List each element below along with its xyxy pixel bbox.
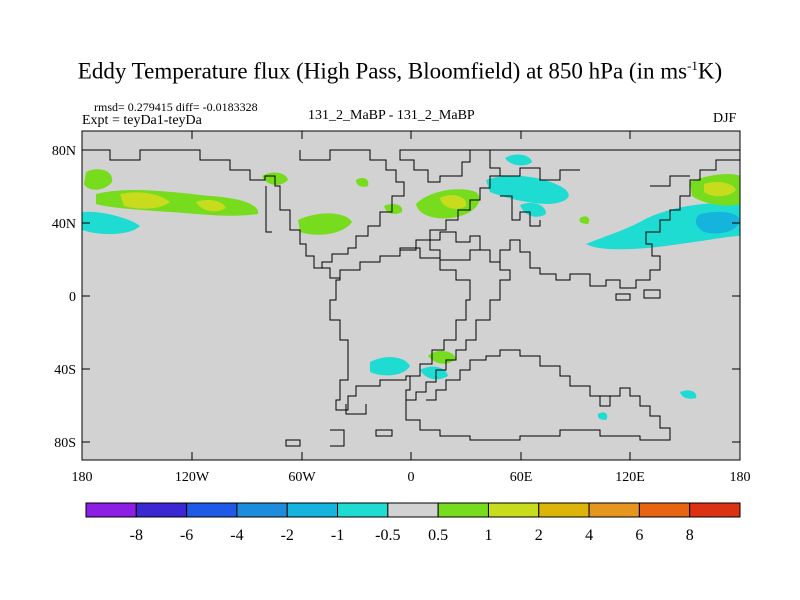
- x-label: 180: [72, 470, 93, 485]
- x-label: 120W: [175, 470, 210, 485]
- colorbar-label: -6: [180, 527, 193, 544]
- colorbar-label: -4: [230, 527, 243, 544]
- colorbar-swatch: [589, 503, 639, 517]
- colorbar-label: 8: [686, 527, 694, 544]
- y-label: 40N: [52, 217, 76, 232]
- colorbar-swatch: [539, 503, 589, 517]
- x-axis-labels: 180 120W 60W 0 60E 120E 180: [72, 470, 751, 485]
- y-label: 0: [69, 290, 76, 305]
- colorbar-swatch: [237, 503, 287, 517]
- x-label: 60W: [288, 470, 316, 485]
- colorbar-swatch: [86, 503, 136, 517]
- colorbar-label: -2: [281, 527, 294, 544]
- colorbar-swatch: [388, 503, 438, 517]
- colorbar-swatch: [338, 503, 388, 517]
- colorbar-swatch: [639, 503, 689, 517]
- x-label: 120E: [615, 470, 645, 485]
- map-figure: 80N 40N 0 40S 80S 180 120W 60W 0 60E 120…: [0, 0, 800, 600]
- colorbar-label: 6: [635, 527, 643, 544]
- colorbar-swatch: [287, 503, 337, 517]
- colorbar-swatch: [187, 503, 237, 517]
- colorbar-label: -0.5: [375, 527, 400, 544]
- colorbar-swatch: [438, 503, 488, 517]
- y-label: 40S: [54, 363, 76, 378]
- x-label: 60E: [510, 470, 533, 485]
- y-label: 80S: [54, 436, 76, 451]
- colorbar-swatch: [488, 503, 538, 517]
- colorbar-label: 2: [535, 527, 543, 544]
- y-axis-labels: 80N 40N 0 40S 80S: [52, 144, 76, 451]
- x-label: 180: [730, 470, 751, 485]
- colorbar-label: 4: [585, 527, 593, 544]
- x-label: 0: [408, 470, 415, 485]
- map-background: [82, 131, 740, 460]
- colorbar-label: -1: [331, 527, 344, 544]
- colorbar-label: -8: [130, 527, 143, 544]
- colorbar-label: 0.5: [428, 527, 448, 544]
- colorbar-label: 1: [484, 527, 492, 544]
- y-label: 80N: [52, 144, 76, 159]
- colorbar-swatch: [136, 503, 186, 517]
- colorbar: -8 -6 -4 -2 -1 -0.5 0.5 1 2 4 6 8: [86, 503, 740, 544]
- colorbar-swatch: [690, 503, 740, 517]
